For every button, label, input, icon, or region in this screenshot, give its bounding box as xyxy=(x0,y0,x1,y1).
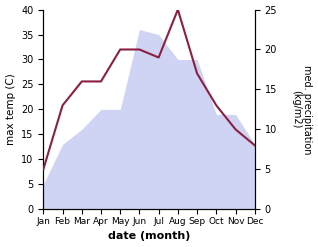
Y-axis label: max temp (C): max temp (C) xyxy=(5,74,16,145)
Y-axis label: med. precipitation
(kg/m2): med. precipitation (kg/m2) xyxy=(291,65,313,154)
X-axis label: date (month): date (month) xyxy=(108,231,190,242)
